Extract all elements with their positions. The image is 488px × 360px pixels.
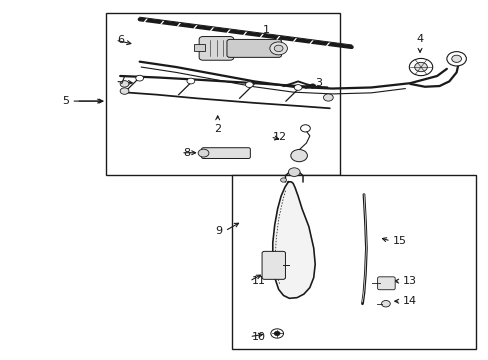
Text: 2: 2 <box>214 124 221 134</box>
FancyBboxPatch shape <box>199 37 233 60</box>
Circle shape <box>451 55 461 62</box>
Text: 7: 7 <box>118 76 124 86</box>
Circle shape <box>274 45 283 51</box>
Text: 14: 14 <box>402 296 416 306</box>
FancyBboxPatch shape <box>262 251 285 279</box>
Text: 12: 12 <box>272 132 286 142</box>
Circle shape <box>245 82 253 87</box>
Circle shape <box>381 301 389 307</box>
Circle shape <box>288 168 300 176</box>
FancyBboxPatch shape <box>377 277 394 290</box>
Text: 15: 15 <box>392 236 407 246</box>
Circle shape <box>120 88 129 94</box>
Bar <box>232 175 475 348</box>
Text: 3: 3 <box>315 78 322 88</box>
Text: 1: 1 <box>263 26 269 36</box>
Circle shape <box>323 94 332 101</box>
FancyBboxPatch shape <box>226 40 281 57</box>
Circle shape <box>274 331 280 336</box>
Polygon shape <box>272 182 315 298</box>
Text: 6: 6 <box>118 35 124 45</box>
Text: 4: 4 <box>416 35 423 44</box>
FancyBboxPatch shape <box>201 148 250 158</box>
Circle shape <box>309 84 315 88</box>
Text: 10: 10 <box>251 332 265 342</box>
Circle shape <box>446 51 466 66</box>
Circle shape <box>269 42 287 55</box>
Circle shape <box>198 149 208 157</box>
Bar <box>105 13 339 175</box>
Circle shape <box>136 75 143 81</box>
Text: 8: 8 <box>183 148 190 158</box>
Text: 9: 9 <box>215 226 222 236</box>
Circle shape <box>186 78 194 84</box>
Circle shape <box>270 329 283 338</box>
Bar <box>194 44 204 51</box>
Circle shape <box>120 81 129 87</box>
Text: 5: 5 <box>62 96 69 106</box>
Circle shape <box>294 85 302 90</box>
Circle shape <box>280 178 286 182</box>
Text: 13: 13 <box>402 276 416 286</box>
Circle shape <box>290 149 307 162</box>
Circle shape <box>414 62 427 72</box>
Circle shape <box>300 125 310 132</box>
Text: 11: 11 <box>251 276 265 286</box>
Circle shape <box>408 58 432 76</box>
